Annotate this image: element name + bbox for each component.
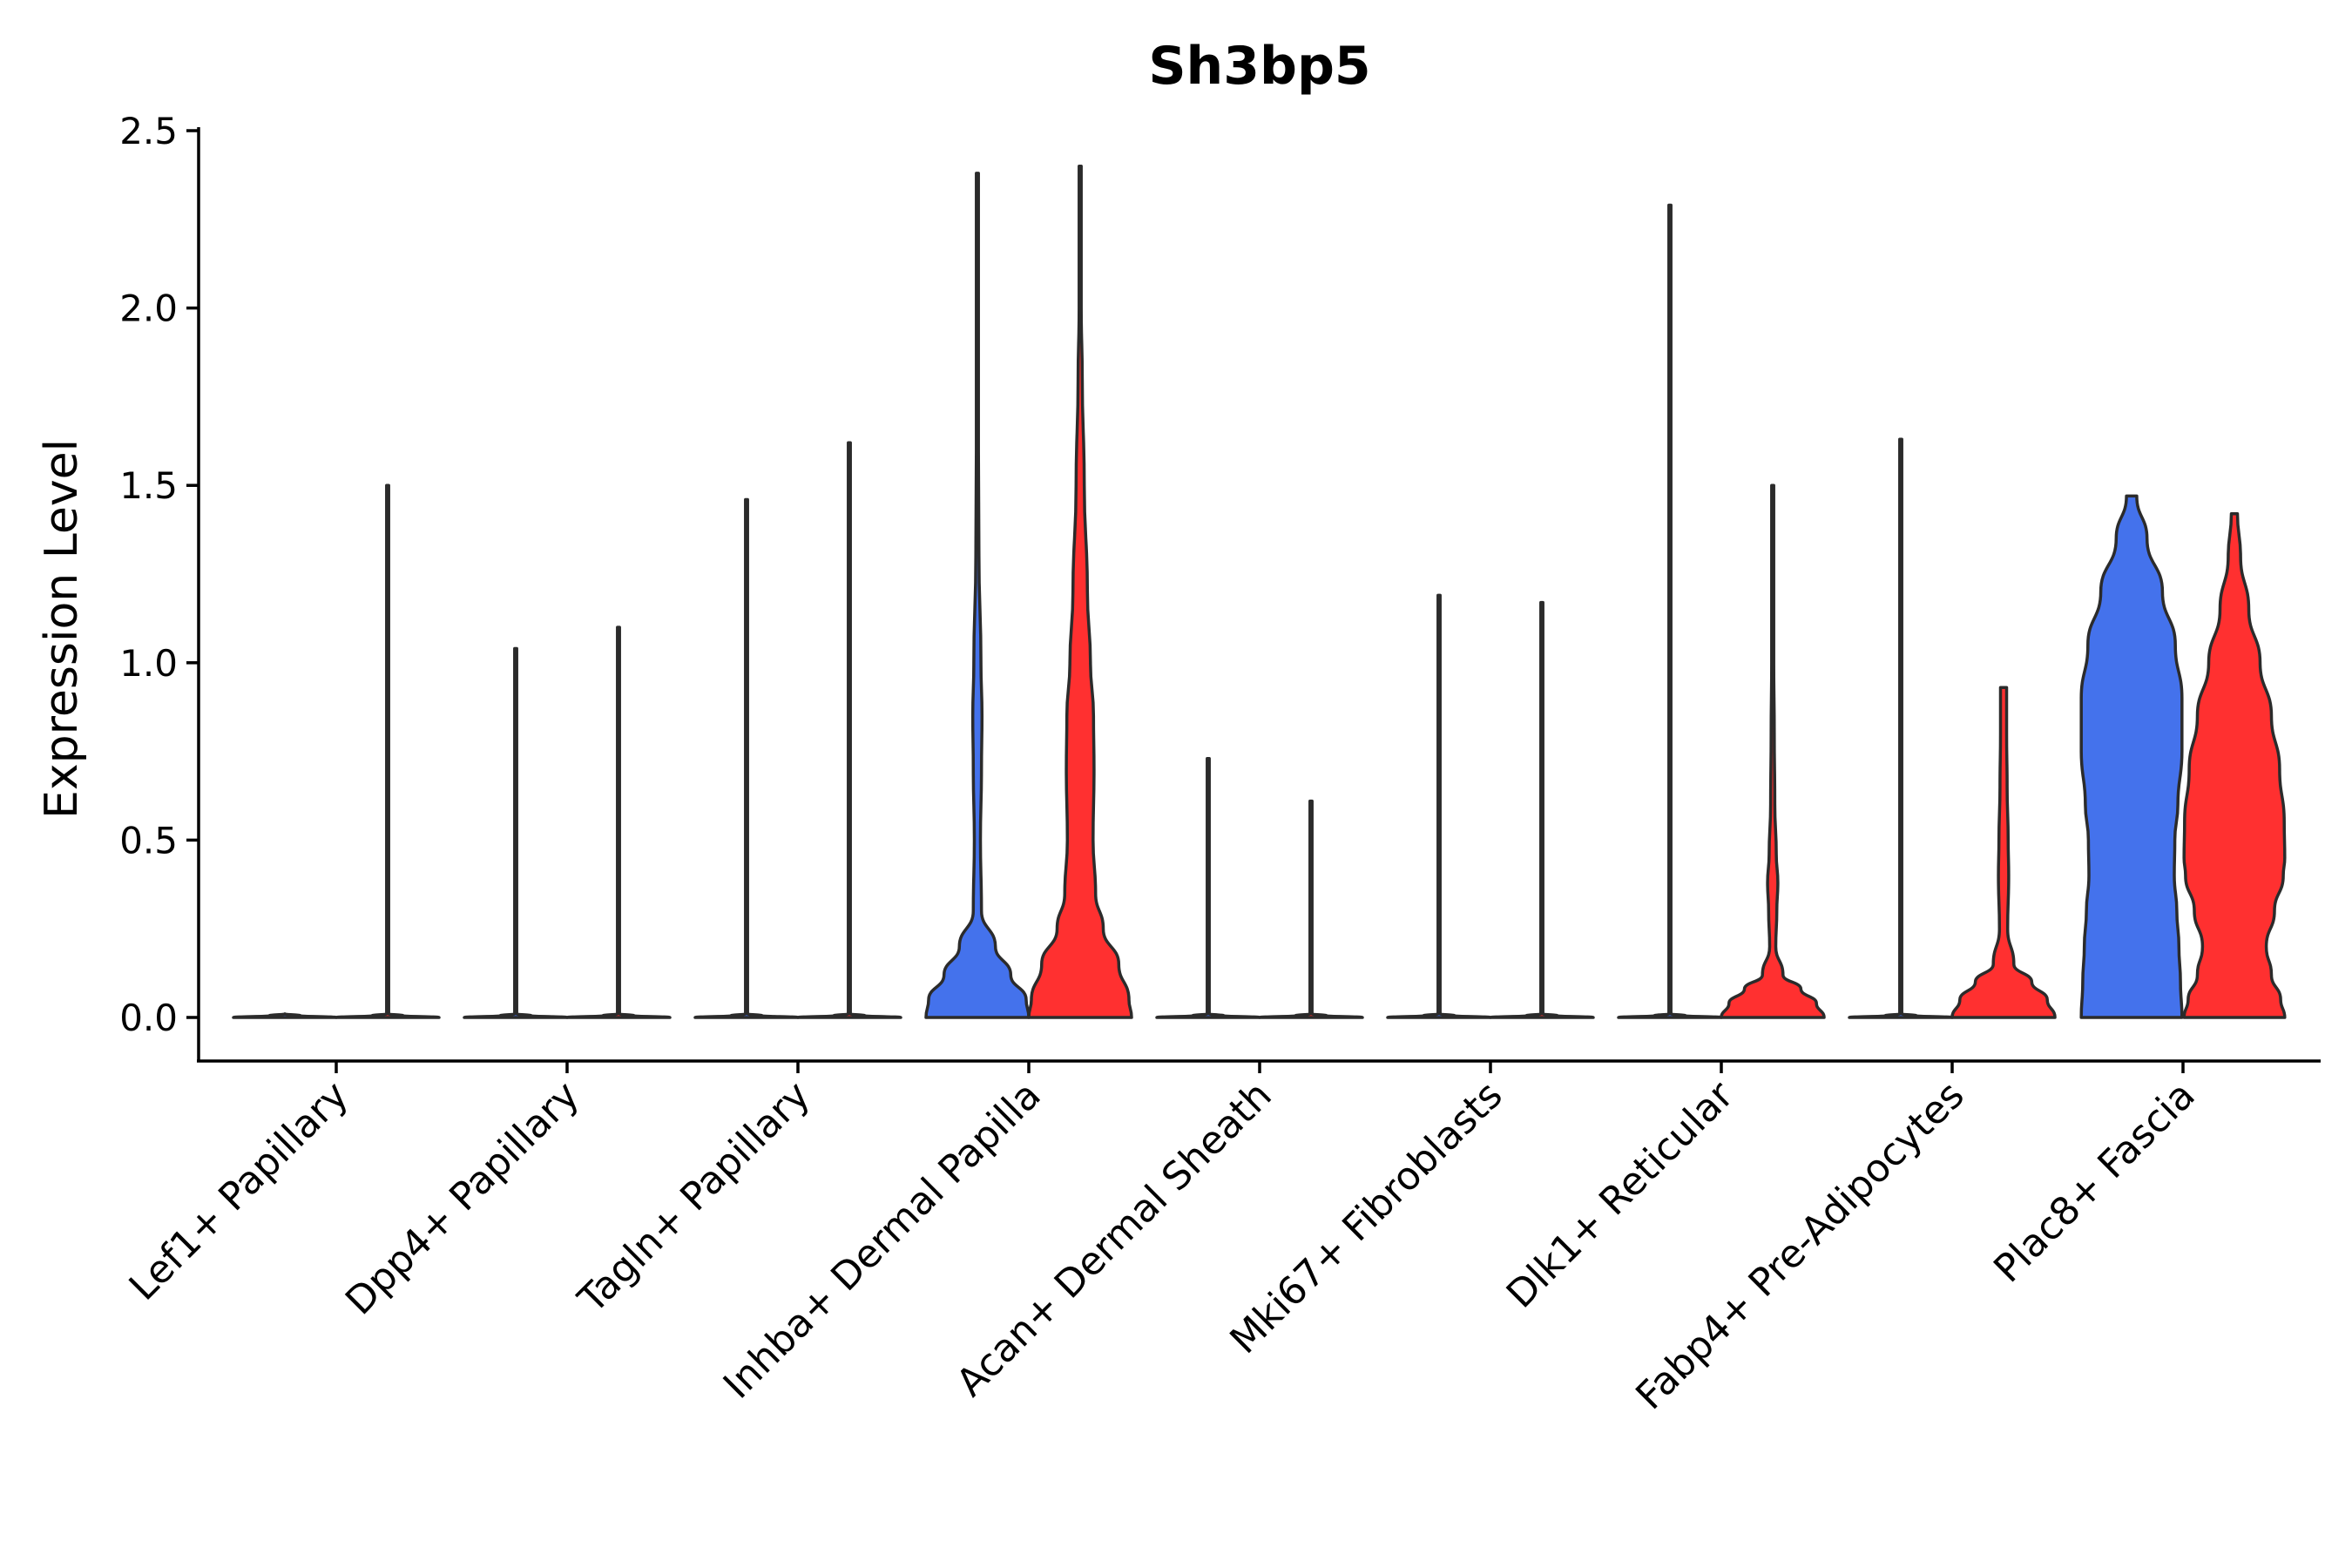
violin-fabp4-pre-adipocytes-blue [1848, 437, 1954, 1019]
y-tick-label: 1.0 [119, 642, 178, 685]
violin-plac8-fascia-blue [2079, 494, 2184, 1019]
violin-tagln-papillary-red [796, 441, 902, 1019]
violin-plac8-fascia-red [2182, 512, 2287, 1019]
y-axis-label: Expression Level [36, 439, 88, 819]
violin-series [232, 164, 2287, 1019]
y-tick-label: 0.5 [119, 819, 178, 862]
violin-dpp4-papillary-red [565, 625, 672, 1019]
violin-inhba-dermal-papilla-red [1027, 164, 1133, 1019]
y-axis-ticks: 0.0 0.5 1.0 1.5 2.0 2.5 [119, 110, 199, 1039]
violin-tagln-papillary-blue [693, 497, 800, 1019]
y-tick-label: 1.5 [119, 464, 178, 507]
violin-acan-dermal-sheath-red [1258, 799, 1364, 1019]
violin-dpp4-papillary-blue [463, 646, 569, 1019]
violin-mki67-fibroblasts-blue [1386, 593, 1492, 1019]
violin-mki67-fibroblasts-red [1489, 600, 1595, 1019]
violin-dlk1-reticular-red [1720, 483, 1826, 1019]
chart-title: Sh3bp5 [1148, 36, 1370, 97]
y-tick-label: 2.0 [119, 287, 178, 330]
y-tick-label: 2.5 [119, 110, 178, 152]
y-tick-label: 0.0 [119, 997, 178, 1039]
violin-lef1-papillary-red [335, 483, 441, 1019]
violin-inhba-dermal-papilla-blue [924, 172, 1031, 1019]
violin-fabp4-pre-adipocytes-red [1950, 686, 2057, 1019]
violin-dlk1-reticular-blue [1617, 203, 1723, 1019]
violin-acan-dermal-sheath-blue [1155, 756, 1261, 1019]
violin-lef1-papillary-blue [232, 1012, 338, 1019]
